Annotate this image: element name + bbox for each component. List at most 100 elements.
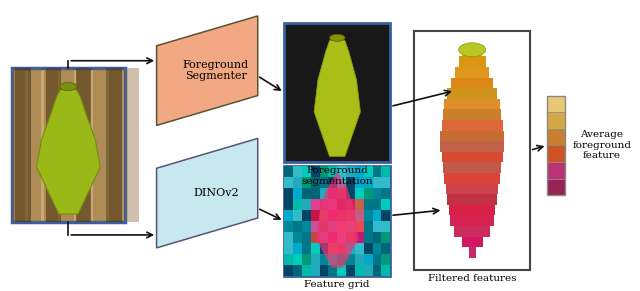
Polygon shape	[15, 68, 31, 222]
FancyBboxPatch shape	[346, 188, 355, 199]
Polygon shape	[442, 152, 502, 162]
FancyBboxPatch shape	[319, 210, 328, 221]
FancyBboxPatch shape	[284, 243, 293, 254]
FancyBboxPatch shape	[293, 177, 302, 188]
FancyBboxPatch shape	[302, 265, 311, 276]
FancyBboxPatch shape	[364, 221, 372, 232]
Ellipse shape	[459, 43, 486, 57]
FancyBboxPatch shape	[337, 210, 346, 221]
FancyBboxPatch shape	[319, 188, 328, 199]
FancyBboxPatch shape	[302, 254, 311, 265]
FancyBboxPatch shape	[302, 166, 311, 177]
FancyBboxPatch shape	[328, 243, 337, 254]
Polygon shape	[440, 131, 504, 141]
Polygon shape	[447, 194, 497, 205]
FancyBboxPatch shape	[337, 221, 346, 232]
FancyBboxPatch shape	[328, 254, 337, 265]
FancyBboxPatch shape	[12, 68, 125, 222]
Ellipse shape	[60, 83, 77, 91]
FancyBboxPatch shape	[364, 199, 372, 210]
FancyBboxPatch shape	[372, 177, 381, 188]
Polygon shape	[76, 68, 92, 222]
Text: DINOv2: DINOv2	[193, 188, 239, 198]
Polygon shape	[77, 68, 90, 222]
FancyBboxPatch shape	[293, 232, 302, 243]
FancyBboxPatch shape	[372, 254, 381, 265]
FancyBboxPatch shape	[372, 221, 381, 232]
FancyBboxPatch shape	[284, 221, 293, 232]
FancyBboxPatch shape	[284, 166, 293, 177]
Polygon shape	[449, 205, 495, 215]
FancyBboxPatch shape	[381, 199, 390, 210]
Polygon shape	[157, 139, 258, 248]
FancyBboxPatch shape	[355, 243, 364, 254]
FancyBboxPatch shape	[346, 232, 355, 243]
Polygon shape	[106, 68, 122, 222]
FancyBboxPatch shape	[311, 232, 319, 243]
FancyBboxPatch shape	[311, 243, 319, 254]
FancyBboxPatch shape	[302, 232, 311, 243]
Polygon shape	[468, 247, 476, 258]
FancyBboxPatch shape	[328, 210, 337, 221]
FancyBboxPatch shape	[364, 166, 372, 177]
FancyBboxPatch shape	[372, 265, 381, 276]
FancyBboxPatch shape	[381, 166, 390, 177]
Polygon shape	[314, 37, 360, 156]
Polygon shape	[450, 215, 494, 226]
FancyBboxPatch shape	[547, 179, 564, 195]
FancyBboxPatch shape	[337, 265, 346, 276]
Polygon shape	[44, 68, 58, 222]
FancyBboxPatch shape	[319, 199, 328, 210]
FancyBboxPatch shape	[311, 265, 319, 276]
FancyBboxPatch shape	[337, 232, 346, 243]
FancyBboxPatch shape	[284, 232, 293, 243]
FancyBboxPatch shape	[293, 199, 302, 210]
FancyBboxPatch shape	[355, 210, 364, 221]
FancyBboxPatch shape	[381, 243, 390, 254]
Polygon shape	[455, 67, 490, 78]
Polygon shape	[461, 237, 483, 247]
FancyBboxPatch shape	[284, 199, 293, 210]
FancyBboxPatch shape	[346, 221, 355, 232]
Polygon shape	[93, 68, 106, 222]
FancyBboxPatch shape	[311, 254, 319, 265]
Polygon shape	[463, 46, 482, 56]
FancyBboxPatch shape	[319, 166, 328, 177]
FancyBboxPatch shape	[293, 210, 302, 221]
FancyBboxPatch shape	[346, 166, 355, 177]
FancyBboxPatch shape	[337, 199, 346, 210]
FancyBboxPatch shape	[355, 265, 364, 276]
FancyBboxPatch shape	[302, 210, 311, 221]
FancyBboxPatch shape	[547, 162, 564, 179]
FancyBboxPatch shape	[364, 243, 372, 254]
Polygon shape	[446, 184, 499, 194]
Polygon shape	[459, 56, 486, 67]
FancyBboxPatch shape	[547, 129, 564, 145]
FancyBboxPatch shape	[284, 177, 293, 188]
FancyBboxPatch shape	[293, 243, 302, 254]
FancyBboxPatch shape	[547, 95, 564, 112]
FancyBboxPatch shape	[381, 210, 390, 221]
FancyBboxPatch shape	[337, 254, 346, 265]
FancyBboxPatch shape	[372, 166, 381, 177]
FancyBboxPatch shape	[381, 188, 390, 199]
Polygon shape	[316, 172, 358, 268]
FancyBboxPatch shape	[302, 199, 311, 210]
FancyBboxPatch shape	[284, 265, 293, 276]
FancyBboxPatch shape	[311, 166, 319, 177]
FancyBboxPatch shape	[337, 166, 346, 177]
FancyBboxPatch shape	[346, 177, 355, 188]
FancyBboxPatch shape	[381, 232, 390, 243]
FancyBboxPatch shape	[372, 243, 381, 254]
FancyBboxPatch shape	[302, 221, 311, 232]
FancyBboxPatch shape	[311, 221, 319, 232]
FancyBboxPatch shape	[284, 166, 390, 276]
FancyBboxPatch shape	[346, 265, 355, 276]
Polygon shape	[60, 68, 74, 222]
FancyBboxPatch shape	[414, 31, 530, 270]
FancyBboxPatch shape	[284, 210, 293, 221]
Polygon shape	[28, 68, 42, 222]
FancyBboxPatch shape	[319, 232, 328, 243]
FancyBboxPatch shape	[284, 254, 293, 265]
Polygon shape	[443, 162, 501, 173]
